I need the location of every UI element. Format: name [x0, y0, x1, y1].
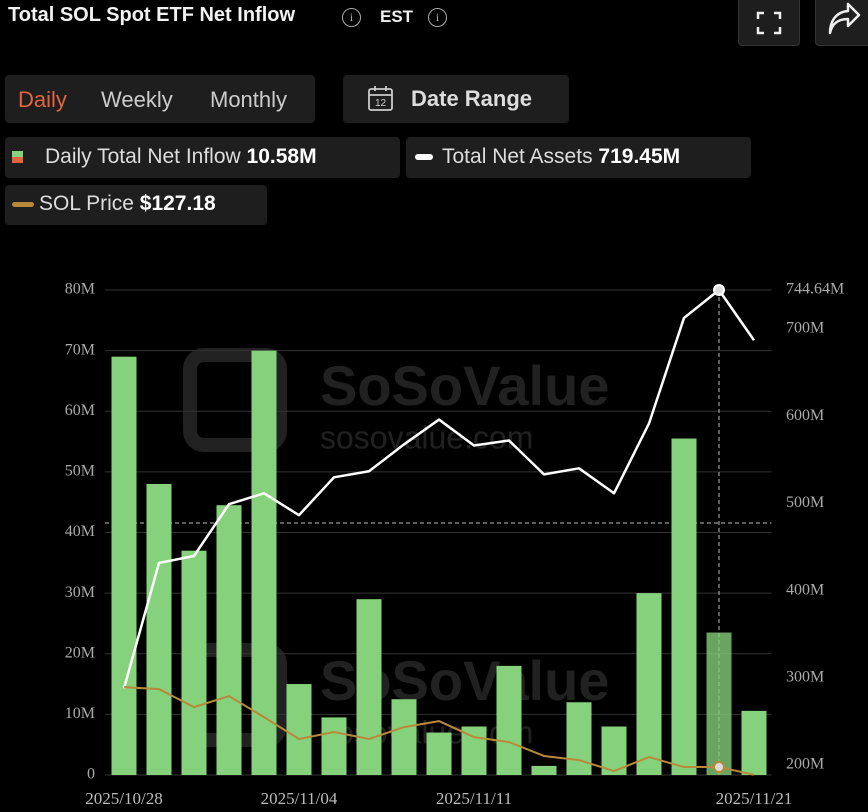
date-range-button[interactable]: 12 Date Range: [343, 75, 569, 123]
y2-tick-label: 300M: [786, 669, 824, 686]
tab-weekly[interactable]: Weekly: [101, 87, 173, 112]
y-tick-label: 70M: [65, 341, 95, 358]
y2-tick-label: 744.64M: [786, 281, 844, 298]
title: Total SOL Spot ETF Net Inflow: [8, 4, 296, 26]
legend-name: SOL Price: [39, 192, 134, 215]
bar: [496, 665, 522, 775]
legend-value: 10.58M: [246, 145, 317, 168]
bar: [391, 699, 417, 775]
bar: [251, 350, 277, 775]
share-button[interactable]: [815, 0, 868, 46]
info-icon[interactable]: i: [342, 8, 361, 27]
tab-monthly[interactable]: Monthly: [210, 87, 288, 112]
y2-tick-label: 400M: [786, 581, 824, 598]
watermark-text: SoSoValue: [320, 354, 609, 417]
y2-tick-label: 700M: [786, 320, 824, 337]
bar: [181, 550, 207, 775]
legend-value: $127.18: [139, 192, 216, 215]
bar: [321, 717, 347, 775]
line: [122, 288, 756, 689]
y2-tick-label: 200M: [786, 756, 824, 773]
y-tick-label: 0: [87, 766, 95, 783]
y2-tick-label: 600M: [786, 407, 824, 424]
y-tick-label: 40M: [65, 523, 95, 540]
y-tick-label: 50M: [65, 463, 95, 480]
watermark-url: sosovalue.com: [320, 419, 533, 455]
bar: [426, 732, 452, 775]
x-tick-label: 2025/11/04: [261, 789, 338, 808]
legend-item[interactable]: Daily Total Net Inflow 10.58M: [5, 137, 400, 178]
legend-text: Daily Total Net Inflow 10.58M: [45, 145, 317, 169]
legend-swatch-up: [12, 151, 23, 157]
y-tick-label: 10M: [65, 705, 95, 722]
calendar-day: 12: [375, 98, 387, 109]
bar: [286, 684, 312, 775]
bar: [531, 765, 557, 775]
bar: [111, 356, 137, 775]
tab-group: [5, 75, 315, 123]
info-icon[interactable]: i: [428, 8, 447, 27]
hover-point: [713, 284, 725, 296]
calendar-icon: 12: [368, 86, 393, 111]
bar: [741, 710, 767, 775]
bar: [216, 505, 242, 775]
y-tick-label: 20M: [65, 644, 95, 661]
fullscreen-icon: [756, 11, 782, 35]
bar: [146, 484, 172, 775]
y2-tick-label: 500M: [786, 494, 824, 511]
hover-point: [713, 761, 725, 774]
legend-swatch: [12, 202, 34, 207]
legend-text: SOL Price $127.18: [39, 192, 216, 216]
legend-item[interactable]: Total Net Assets 719.45M: [406, 137, 751, 178]
fullscreen-button[interactable]: [738, 0, 800, 46]
y-tick-label: 80M: [65, 281, 95, 298]
timezone[interactable]: EST: [380, 7, 414, 26]
bar: [356, 599, 382, 775]
share-icon: [828, 2, 861, 35]
x-tick-label: 2025/11/11: [436, 789, 512, 808]
legend-name: Total Net Assets: [442, 145, 593, 168]
bar: [706, 632, 732, 775]
legend-swatch-down: [12, 157, 23, 163]
legend-text: Total Net Assets 719.45M: [442, 145, 680, 169]
legend-name: Daily Total Net Inflow: [45, 145, 241, 168]
tab-daily[interactable]: Daily: [18, 87, 67, 112]
line: [123, 686, 755, 776]
y-tick-label: 60M: [65, 402, 95, 419]
legend-item[interactable]: SOL Price $127.18: [5, 185, 267, 225]
date-range-label: Date Range: [411, 86, 533, 111]
bar: [671, 438, 697, 775]
bar: [461, 726, 487, 775]
legend-swatch: [415, 154, 433, 160]
x-tick-label: 2025/11/21: [716, 789, 793, 808]
x-tick-label: 2025/10/28: [85, 789, 162, 808]
legend-value: 719.45M: [598, 145, 681, 168]
y-tick-label: 30M: [65, 584, 95, 601]
bar: [636, 593, 662, 775]
bar: [566, 702, 592, 775]
